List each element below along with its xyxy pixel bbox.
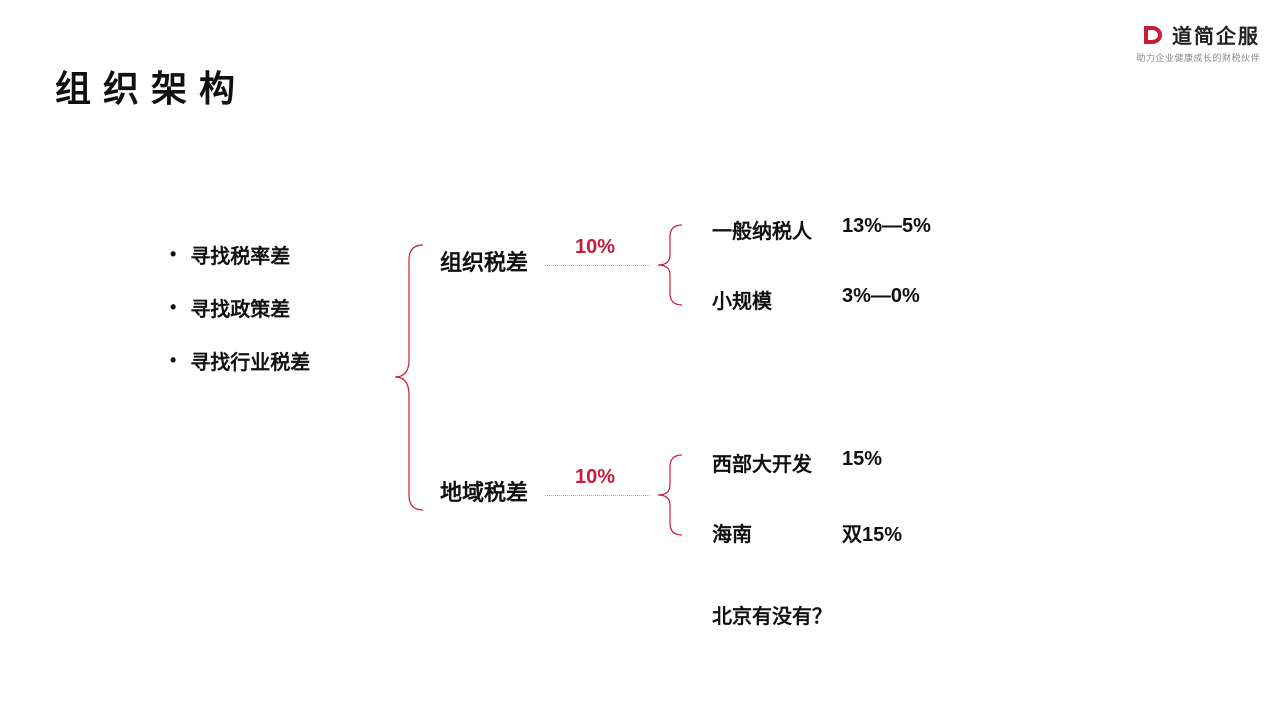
dotted-line <box>545 265 650 266</box>
logo-text: 道简企服 <box>1172 20 1260 49</box>
leaf-row: 小规模 3%—0% <box>712 285 920 314</box>
leaf-label: 海南 <box>712 518 842 547</box>
bullet-item: 寻找税率差 <box>170 240 310 269</box>
leaf-label: 小规模 <box>712 285 842 314</box>
leaf-value: 3%—0% <box>842 285 920 314</box>
question-text: 北京有没有？ <box>712 600 832 629</box>
branch-label-org: 组织税差 <box>440 245 528 277</box>
branch-bracket-region <box>658 455 684 535</box>
branch-percent-region: 10% <box>575 466 615 489</box>
logo-subtitle: 助力企业健康成长的财税伙伴 <box>1136 51 1260 64</box>
main-bracket <box>395 245 425 510</box>
branch-label-region: 地域税差 <box>440 475 528 507</box>
page-title: 组织架构 <box>55 60 247 112</box>
bullet-item: 寻找政策差 <box>170 293 310 322</box>
leaf-value: 双15% <box>842 518 902 547</box>
leaf-value: 13%—5% <box>842 215 931 244</box>
branch-bracket-org <box>658 225 684 305</box>
dotted-line <box>545 495 650 496</box>
branch-percent-org: 10% <box>575 236 615 259</box>
leaf-row: 海南 双15% <box>712 518 902 547</box>
logo-icon <box>1140 22 1166 48</box>
leaf-row: 西部大开发 15% <box>712 448 882 477</box>
bullet-list: 寻找税率差 寻找政策差 寻找行业税差 <box>170 240 310 399</box>
leaf-row: 一般纳税人 13%—5% <box>712 215 931 244</box>
brand-logo: 道简企服 助力企业健康成长的财税伙伴 <box>1136 20 1260 64</box>
leaf-value: 15% <box>842 448 882 477</box>
bullet-item: 寻找行业税差 <box>170 346 310 375</box>
leaf-label: 西部大开发 <box>712 448 842 477</box>
leaf-label: 一般纳税人 <box>712 215 842 244</box>
